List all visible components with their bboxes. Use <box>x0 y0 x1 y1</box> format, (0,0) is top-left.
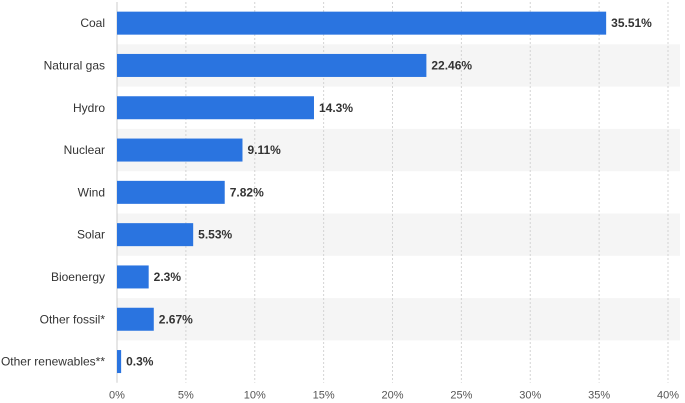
x-tick-label: 30% <box>519 390 541 402</box>
category-label: Nuclear <box>64 143 105 157</box>
value-labels: 35.51% 22.46% 14.3% 9.11% 7.82% 5.53% 2.3% 2.67… <box>126 16 652 368</box>
data-label: 22.46% <box>431 58 472 72</box>
data-label: 2.67% <box>159 312 193 326</box>
data-label: 0.3% <box>126 355 154 369</box>
x-axis-ticks: 0% 5% 10% 15% 20% 25% 30% 35% 40% <box>109 390 679 402</box>
data-label: 14.3% <box>319 101 353 115</box>
data-label: 7.82% <box>230 185 264 199</box>
bar <box>117 11 607 35</box>
bar <box>117 307 154 331</box>
bar <box>117 180 225 204</box>
bar <box>117 223 194 247</box>
category-label: Other fossil* <box>40 312 106 326</box>
category-label: Other renewables** <box>1 355 105 369</box>
x-tick-label: 35% <box>588 390 610 402</box>
bar <box>117 96 314 120</box>
data-label: 5.53% <box>198 228 232 242</box>
bar <box>117 53 427 77</box>
data-label: 2.3% <box>154 270 182 284</box>
category-label: Bioenergy <box>51 270 105 284</box>
x-tick-label: 0% <box>109 390 125 402</box>
x-tick-label: 25% <box>450 390 472 402</box>
row-band <box>117 213 680 256</box>
bars <box>117 11 607 374</box>
category-labels: Coal Natural gas Hydro Nuclear Wind Solar Bioe… <box>1 16 105 368</box>
x-tick-label: 20% <box>381 390 403 402</box>
category-label: Solar <box>77 228 105 242</box>
data-label: 35.51% <box>611 16 652 30</box>
data-label: 9.11% <box>247 143 281 157</box>
bar <box>117 265 149 289</box>
bar <box>117 138 243 162</box>
bar <box>117 350 122 374</box>
category-label: Wind <box>78 185 105 199</box>
category-label: Hydro <box>73 101 105 115</box>
row-bands <box>117 44 680 341</box>
x-tick-label: 5% <box>178 390 194 402</box>
row-band <box>117 298 680 341</box>
category-label: Coal <box>80 16 105 30</box>
x-tick-label: 40% <box>657 390 679 402</box>
x-tick-label: 10% <box>244 390 266 402</box>
category-label: Natural gas <box>44 58 105 72</box>
x-tick-label: 15% <box>313 390 335 402</box>
